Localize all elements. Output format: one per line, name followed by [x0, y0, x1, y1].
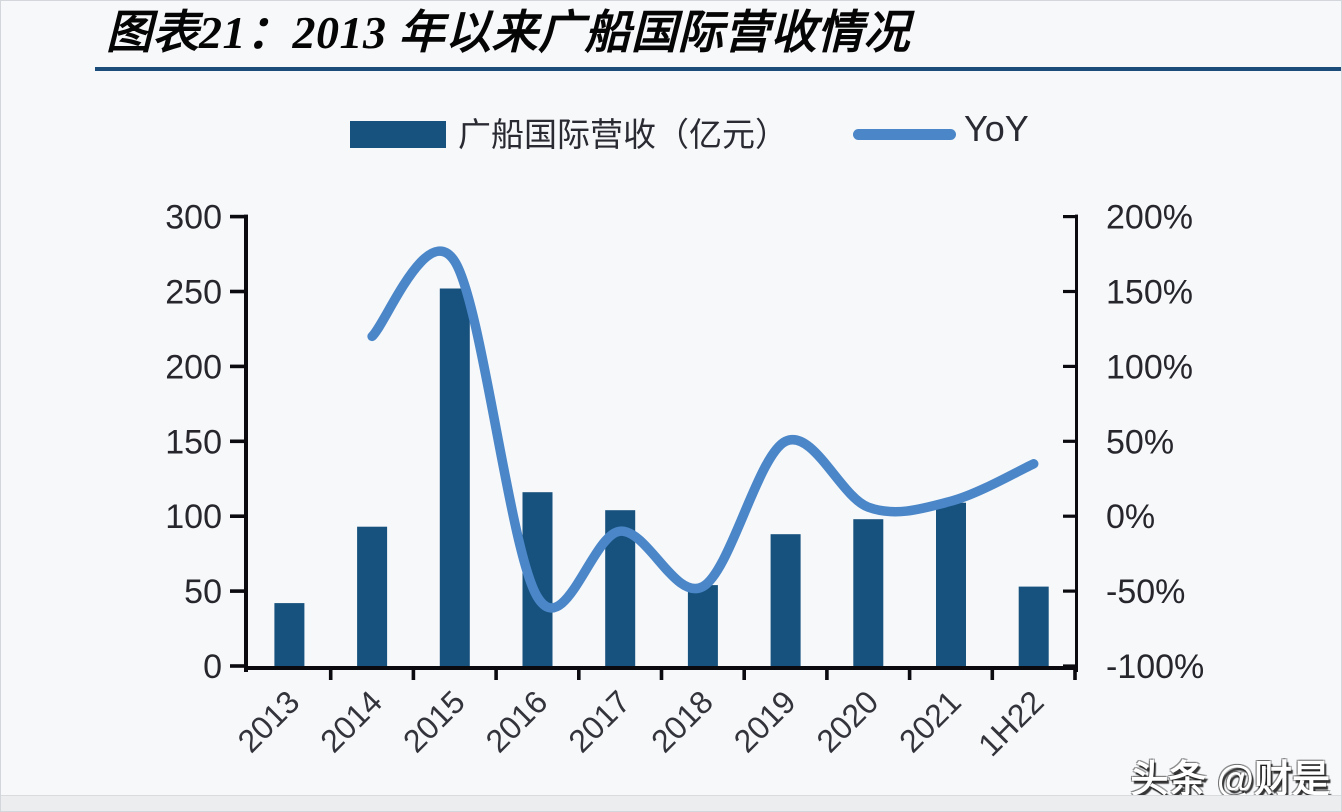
- right-tick: [1063, 289, 1075, 294]
- revenue-bar-2013: [274, 603, 305, 666]
- revenue-bar-2014: [357, 526, 388, 666]
- revenue-bar-2020: [853, 519, 884, 666]
- left-tick: [230, 664, 244, 668]
- left-tick: [230, 364, 244, 369]
- x-tick: [411, 670, 416, 680]
- left-tick-label: 200: [165, 348, 222, 386]
- right-tick-label: 150%: [1106, 274, 1193, 312]
- left-tick-label: 100: [165, 498, 222, 536]
- legend-revenue-label: 广船国际营收（亿元）: [458, 116, 788, 153]
- x-label-2021: 2021: [892, 683, 968, 759]
- right-tick: [1063, 664, 1075, 668]
- axes: [244, 214, 1078, 672]
- left-tick: [230, 514, 244, 518]
- left-tick-label: 250: [165, 274, 222, 312]
- x-label-2016: 2016: [479, 683, 555, 759]
- revenue-bar-2019: [770, 534, 801, 666]
- revenue-bar-2018: [687, 585, 718, 666]
- revenue-bar-1H22: [1018, 586, 1049, 666]
- left-tick: [230, 589, 244, 593]
- left-tick: [230, 439, 244, 444]
- left-tick-label: 0: [203, 648, 222, 686]
- x-label-2014: 2014: [313, 683, 389, 759]
- watermark: 头条 @财是: [1130, 759, 1330, 801]
- y-axis-right-line: [1075, 214, 1078, 672]
- y-axis-left-line: [244, 214, 248, 672]
- x-label-2018: 2018: [644, 683, 720, 759]
- line-swatch-icon: [853, 128, 956, 140]
- left-tick-label: 150: [165, 423, 222, 461]
- x-tick: [328, 670, 333, 680]
- x-label-2020: 2020: [809, 683, 885, 759]
- x-tick: [990, 670, 995, 680]
- left-tick-label: 300: [165, 199, 222, 237]
- title-underline: [95, 67, 1342, 71]
- x-label-1H22: 1H22: [971, 683, 1051, 763]
- left-axis-ticks-labels: 0 50 100 150 200 250 300: [165, 199, 244, 686]
- x-label-2019: 2019: [727, 683, 803, 759]
- x-tick: [825, 670, 829, 680]
- legend-item-yoy: YoY: [853, 108, 1029, 150]
- revenue-bars: [274, 288, 1049, 666]
- revenue-bar-2015: [439, 288, 470, 666]
- yoy-line: [367, 246, 1039, 613]
- right-tick-label: -100%: [1106, 648, 1204, 686]
- right-axis-ticks-labels: -100% -50% 0% 50% 100% 150% 200%: [1063, 199, 1204, 686]
- x-label-2013: 2013: [231, 683, 307, 759]
- yoy-line-group: [367, 246, 1039, 613]
- legend-yoy-label: YoY: [964, 108, 1029, 149]
- right-tick: [1063, 364, 1075, 368]
- right-tick: [1063, 215, 1075, 219]
- x-tick: [577, 670, 581, 680]
- x-tick: [659, 670, 664, 680]
- x-tick: [1073, 670, 1077, 680]
- right-tick-label: 50%: [1106, 423, 1174, 461]
- right-tick: [1063, 439, 1075, 443]
- figure-title: 图表21：2013 年以来广船国际营收情况: [106, 7, 910, 58]
- left-tick: [230, 214, 244, 219]
- left-tick-label: 50: [184, 573, 222, 611]
- revenue-bar-2021: [936, 502, 966, 666]
- right-tick-label: -50%: [1106, 573, 1185, 611]
- bar-swatch-icon: [350, 120, 446, 148]
- right-tick-label: 100%: [1106, 348, 1193, 386]
- legend-item-revenue: 广船国际营收（亿元）: [350, 108, 788, 156]
- x-axis-labels: 2013 2014 2015 2016 2017 2018 2019 2020 2021 1H22: [231, 683, 1051, 763]
- bottom-band: [0, 795, 1342, 812]
- x-label-2015: 2015: [396, 683, 472, 759]
- right-tick: [1063, 589, 1075, 593]
- x-axis-line: [244, 666, 1078, 670]
- x-tick: [494, 670, 498, 680]
- x-axis-ticks: [328, 670, 1077, 680]
- x-label-2017: 2017: [561, 683, 637, 759]
- x-tick: [742, 670, 746, 680]
- right-tick-label: 200%: [1106, 199, 1193, 237]
- right-tick: [1063, 514, 1075, 518]
- x-tick: [907, 670, 912, 680]
- left-tick: [230, 289, 244, 294]
- right-tick-label: 0%: [1106, 498, 1155, 536]
